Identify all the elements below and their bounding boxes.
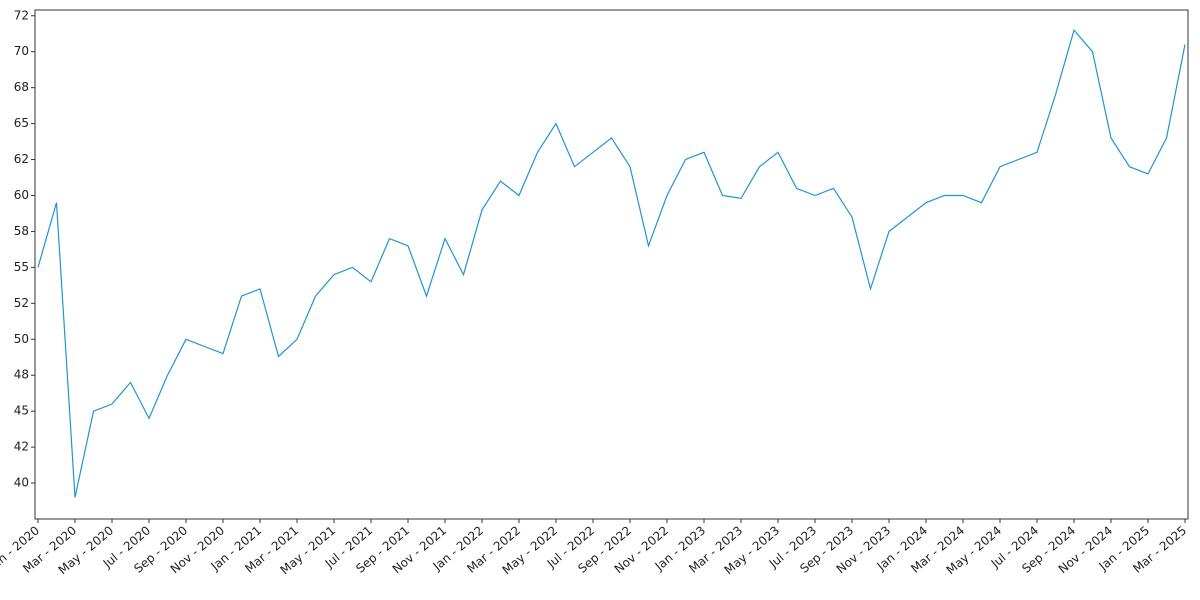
y-tick-label: 72: [14, 8, 29, 22]
y-tick-label: 52: [14, 296, 29, 310]
y-tick-label: 45: [14, 404, 29, 418]
y-tick-label: 42: [14, 440, 29, 454]
y-tick-label: 60: [14, 188, 29, 202]
plot-frame: [34, 9, 1189, 520]
y-tick-label: 50: [14, 332, 29, 346]
y-tick-label: 62: [14, 152, 29, 166]
price-line: [37, 28, 1186, 498]
y-tick-label: 40: [14, 476, 29, 490]
y-tick-label: 58: [14, 224, 29, 238]
y-tick-label: 55: [14, 260, 29, 274]
y-tick-label: 65: [14, 116, 29, 130]
y-tick-label: 70: [14, 44, 29, 58]
y-tick-label: 48: [14, 368, 29, 382]
y-tick-label: 68: [14, 80, 29, 94]
